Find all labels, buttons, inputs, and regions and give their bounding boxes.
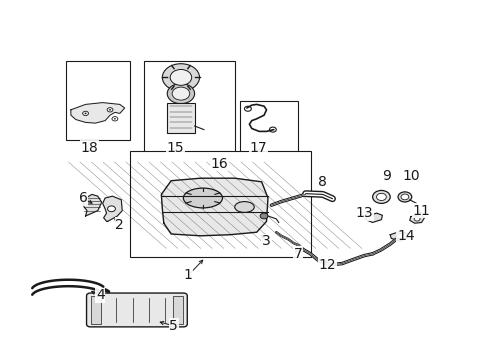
Polygon shape — [71, 103, 124, 123]
Text: 9: 9 — [381, 170, 390, 183]
Circle shape — [172, 87, 189, 100]
Bar — [239, 101, 298, 158]
Polygon shape — [161, 178, 267, 236]
Bar — [129, 151, 310, 257]
Ellipse shape — [234, 202, 254, 212]
Text: 17: 17 — [249, 141, 266, 154]
Polygon shape — [102, 196, 122, 221]
Text: 4: 4 — [96, 288, 104, 302]
Text: 11: 11 — [412, 204, 429, 217]
Text: 8: 8 — [318, 175, 326, 189]
Text: 5: 5 — [169, 319, 178, 333]
Circle shape — [167, 84, 194, 104]
Circle shape — [396, 234, 403, 239]
Circle shape — [109, 109, 111, 111]
Circle shape — [84, 113, 86, 114]
Polygon shape — [83, 194, 102, 216]
Ellipse shape — [183, 188, 222, 208]
Text: 6: 6 — [79, 191, 87, 205]
Text: 7: 7 — [293, 247, 302, 261]
Text: 10: 10 — [402, 170, 420, 183]
Bar — [91, 296, 101, 324]
Text: 16: 16 — [210, 157, 227, 171]
Circle shape — [400, 194, 408, 200]
Circle shape — [260, 213, 267, 219]
Text: 12: 12 — [318, 258, 336, 271]
Text: 18: 18 — [81, 141, 98, 154]
Text: 13: 13 — [355, 206, 372, 220]
Bar — [66, 61, 129, 140]
Polygon shape — [409, 214, 424, 223]
Circle shape — [107, 206, 115, 212]
Bar — [167, 103, 194, 133]
Circle shape — [413, 217, 419, 221]
Text: 14: 14 — [396, 229, 414, 243]
Circle shape — [372, 190, 389, 203]
Circle shape — [397, 192, 411, 202]
Polygon shape — [365, 213, 382, 222]
Text: 1: 1 — [183, 269, 192, 282]
Circle shape — [170, 69, 191, 85]
Text: 3: 3 — [262, 234, 270, 248]
Bar — [144, 61, 234, 173]
Bar — [172, 296, 183, 324]
Circle shape — [162, 64, 199, 91]
Text: 2: 2 — [115, 218, 124, 232]
Polygon shape — [389, 231, 407, 241]
FancyBboxPatch shape — [86, 293, 187, 327]
Circle shape — [114, 118, 116, 120]
Text: 15: 15 — [166, 141, 183, 154]
Circle shape — [376, 193, 386, 201]
